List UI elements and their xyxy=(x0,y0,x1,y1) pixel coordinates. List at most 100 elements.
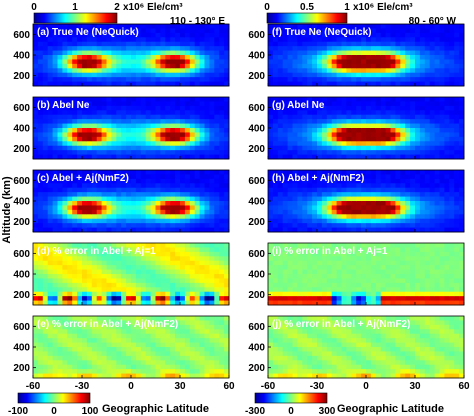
heatmap-cell xyxy=(459,97,465,102)
heatmap-cell xyxy=(204,141,210,147)
heatmap-cell xyxy=(317,274,323,279)
heatmap-cell xyxy=(67,183,73,189)
heatmap-cell xyxy=(96,59,102,65)
heatmap-cell xyxy=(180,205,186,211)
heatmap-cell xyxy=(42,364,49,370)
heatmap-cell xyxy=(52,223,58,228)
heatmap-cell xyxy=(145,28,151,34)
heatmap-cell xyxy=(91,342,98,348)
heatmap-cell xyxy=(390,218,396,224)
heatmap-cell xyxy=(459,46,465,51)
heatmap-cell xyxy=(47,170,53,175)
heatmap-cell xyxy=(57,251,63,257)
heatmap-cell xyxy=(287,201,293,206)
heatmap-cell xyxy=(434,114,440,120)
heatmap-cell xyxy=(101,128,107,133)
heatmap-cell xyxy=(116,123,122,129)
heatmap-cell xyxy=(444,141,450,147)
heatmap-cell xyxy=(287,178,293,184)
heatmap-cell xyxy=(135,81,142,87)
heatmap-cell xyxy=(224,110,230,116)
heatmap-cell xyxy=(33,364,39,370)
heatmap-cell xyxy=(292,145,298,151)
heatmap-cell xyxy=(165,77,171,82)
heatmap-cell xyxy=(429,141,435,147)
heatmap-cell xyxy=(116,223,122,228)
heatmap-cell xyxy=(111,243,117,248)
heatmap-cell xyxy=(439,24,445,29)
heatmap-cell xyxy=(189,227,196,233)
heatmap-cell xyxy=(302,37,308,43)
heatmap-cell xyxy=(175,178,181,184)
heatmap-cell xyxy=(111,24,117,29)
heatmap-cell xyxy=(189,81,196,87)
heatmap-cell xyxy=(189,119,196,124)
heatmap-cell xyxy=(145,68,151,74)
heatmap-cell xyxy=(444,154,450,160)
heatmap-cell xyxy=(199,351,205,357)
heatmap-cell xyxy=(209,55,215,60)
heatmap-cell xyxy=(199,119,205,124)
heatmap-cell xyxy=(366,214,372,220)
heatmap-cell xyxy=(341,178,347,184)
heatmap-cell xyxy=(135,132,142,138)
heatmap-cell xyxy=(82,114,88,120)
heatmap-cell xyxy=(106,68,112,74)
heatmap-cell xyxy=(366,119,372,124)
heatmap-cell xyxy=(101,209,107,215)
heatmap-cell xyxy=(444,123,450,129)
heatmap-cell xyxy=(336,218,342,224)
heatmap-cell xyxy=(395,243,401,248)
heatmap-cell xyxy=(209,24,215,29)
heatmap-cell xyxy=(160,119,166,124)
heatmap-cell xyxy=(62,28,68,34)
heatmap-cell xyxy=(454,97,460,102)
heatmap-cell xyxy=(140,192,147,197)
heatmap-cell xyxy=(370,183,377,189)
heatmap-cell xyxy=(321,114,328,120)
heatmap-cell xyxy=(380,201,386,206)
heatmap-cell xyxy=(170,243,176,248)
heatmap-cell xyxy=(131,218,137,224)
heatmap-cell xyxy=(454,223,460,228)
heatmap-cell xyxy=(272,243,279,248)
heatmap-cell xyxy=(214,333,220,339)
heatmap-cell xyxy=(415,183,421,189)
heatmap-cell xyxy=(86,37,93,43)
heatmap-cell xyxy=(390,300,396,306)
heatmap-cell xyxy=(297,192,303,197)
heatmap-cell xyxy=(287,154,293,160)
heatmap-cell xyxy=(444,72,450,78)
heatmap-cell xyxy=(419,101,426,107)
heatmap-cell xyxy=(106,46,112,51)
heatmap-cell xyxy=(419,214,426,220)
heatmap-cell xyxy=(209,46,215,51)
heatmap-cell xyxy=(131,105,137,111)
heatmap-cell xyxy=(454,101,460,107)
heatmap-cell xyxy=(385,37,391,43)
heatmap-cell xyxy=(459,227,465,233)
heatmap-cell xyxy=(140,296,147,301)
heatmap-cell xyxy=(126,81,132,87)
heatmap-cell xyxy=(317,296,323,301)
heatmap-cell xyxy=(155,37,161,43)
heatmap-cell xyxy=(145,360,151,366)
heatmap-cell xyxy=(57,114,63,120)
heatmap-cell xyxy=(204,114,210,120)
heatmap-cell xyxy=(140,338,147,343)
heatmap-cell xyxy=(165,81,171,87)
heatmap-cell xyxy=(459,77,465,82)
heatmap-cell xyxy=(77,128,83,133)
heatmap-cell xyxy=(184,218,191,224)
heatmap-cell xyxy=(317,214,323,220)
heatmap-cell xyxy=(33,227,39,233)
heatmap-cell xyxy=(96,37,102,43)
heatmap-cell xyxy=(454,227,460,233)
heatmap-cell xyxy=(341,274,347,279)
heatmap-cell xyxy=(444,37,450,43)
heatmap-cell xyxy=(366,97,372,102)
heatmap-cell xyxy=(297,178,303,184)
heatmap-cell xyxy=(111,218,117,224)
heatmap-cell xyxy=(351,296,357,301)
heatmap-cell xyxy=(72,364,78,370)
